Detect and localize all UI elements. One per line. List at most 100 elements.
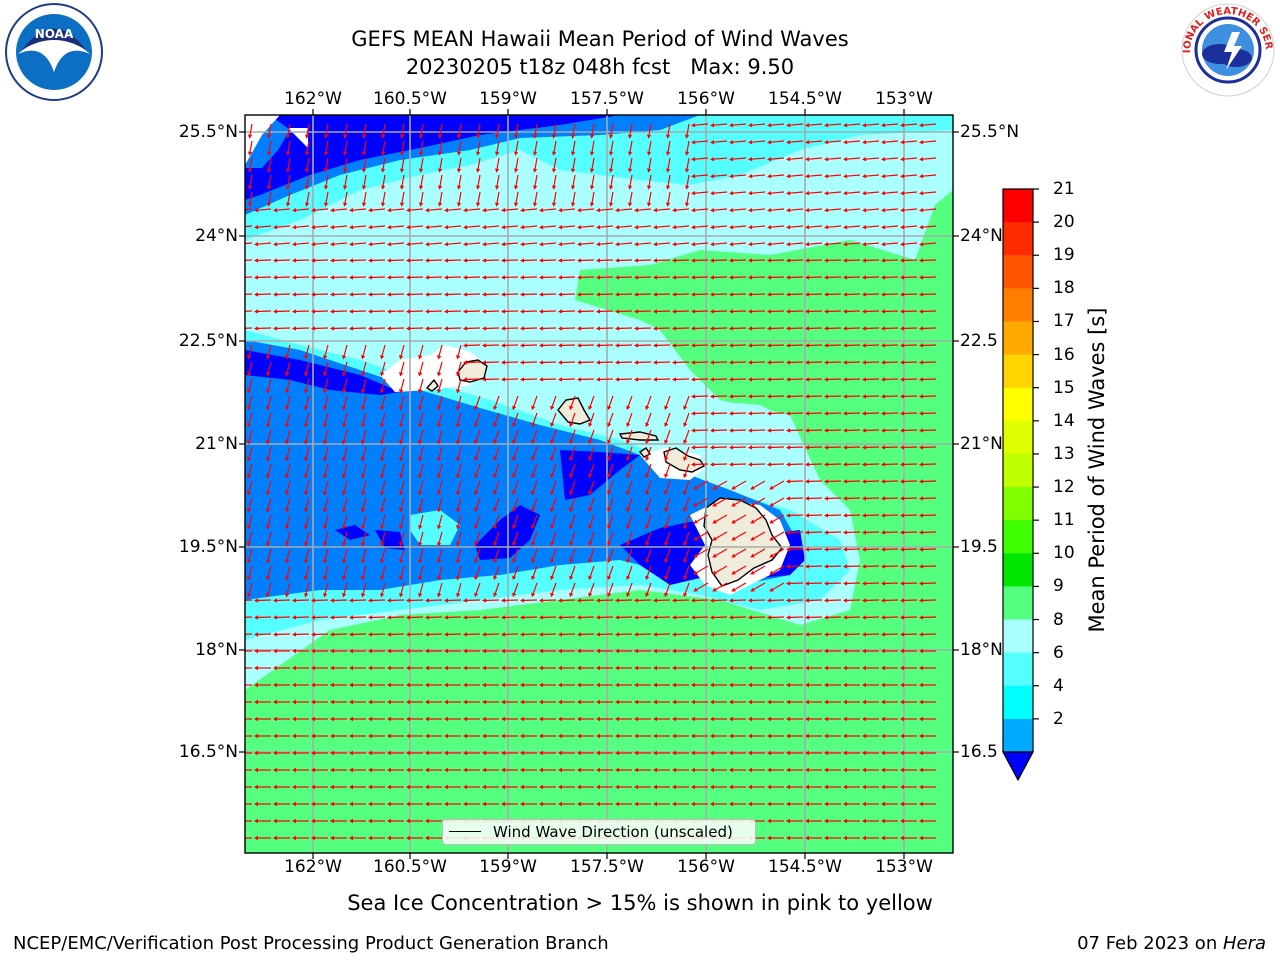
wave-direction-arrowhead bbox=[881, 750, 885, 756]
lat-tick-left: 21°N bbox=[195, 434, 238, 454]
lon-tick-top: 153°W bbox=[875, 89, 933, 109]
wave-direction-arrowhead bbox=[881, 564, 886, 569]
wave-direction-arrow bbox=[844, 582, 861, 585]
wave-direction-arrowhead bbox=[786, 224, 791, 230]
wave-direction-arrow bbox=[540, 616, 557, 619]
wave-direction-arrow bbox=[730, 344, 747, 347]
wave-direction-arrowhead bbox=[767, 173, 772, 179]
wave-direction-arrow bbox=[438, 582, 443, 596]
wave-direction-arrow bbox=[901, 548, 918, 551]
wave-direction-arrow bbox=[249, 174, 253, 188]
wave-direction-arrowhead bbox=[285, 134, 291, 139]
wave-direction-arrowhead bbox=[684, 134, 690, 139]
wave-direction-arrowhead bbox=[824, 343, 829, 348]
wave-direction-arrow bbox=[344, 123, 348, 137]
wave-direction-arrowhead bbox=[786, 682, 790, 688]
colorbar-tick-label: 11 bbox=[1053, 510, 1075, 531]
wave-direction-arrow bbox=[248, 361, 253, 375]
wave-direction-arrowhead bbox=[406, 309, 411, 314]
wave-direction-arrow bbox=[267, 548, 272, 562]
wave-direction-arrowhead bbox=[387, 258, 392, 263]
wave-direction-arrowhead bbox=[710, 445, 715, 450]
wave-direction-arrowhead bbox=[750, 587, 755, 592]
wave-direction-arrowhead bbox=[634, 733, 638, 739]
wave-direction-arrowhead bbox=[368, 224, 373, 230]
field-darkblue-mid bbox=[245, 350, 400, 395]
wave-direction-arrow bbox=[369, 310, 386, 313]
wave-direction-arrowhead bbox=[786, 428, 791, 433]
wave-direction-arrowhead bbox=[285, 559, 290, 564]
wave-direction-arrowhead bbox=[627, 185, 633, 190]
wave-direction-arrowhead bbox=[539, 207, 544, 213]
wave-direction-arrowhead bbox=[273, 615, 278, 620]
wave-direction-arrow bbox=[863, 412, 880, 415]
wave-direction-arrowhead bbox=[767, 462, 772, 467]
wave-direction-arrowhead bbox=[437, 576, 442, 581]
wave-direction-arrow bbox=[287, 140, 291, 154]
lat-tick-left: 19.5°N bbox=[178, 537, 238, 557]
wave-direction-arrow bbox=[806, 463, 823, 466]
wave-direction-arrowhead bbox=[805, 581, 810, 586]
wave-direction-arrow bbox=[465, 208, 481, 211]
wave-direction-arrow bbox=[608, 514, 614, 528]
wave-direction-arrowhead bbox=[805, 699, 809, 705]
wave-direction-arrow bbox=[825, 480, 842, 483]
wave-direction-arrowhead bbox=[843, 513, 848, 518]
wave-direction-arrowhead bbox=[919, 615, 924, 620]
wave-direction-arrowhead bbox=[342, 593, 347, 598]
wave-direction-arrow bbox=[826, 157, 842, 160]
wave-direction-arrow bbox=[477, 174, 481, 188]
wave-direction-arrowhead bbox=[824, 156, 829, 162]
wave-direction-arrow bbox=[844, 548, 861, 551]
wave-direction-arrowhead bbox=[786, 207, 791, 213]
wave-direction-arrowhead bbox=[881, 139, 886, 145]
wave-direction-arrowhead bbox=[767, 309, 772, 314]
wave-direction-arrowhead bbox=[729, 699, 733, 705]
wave-direction-arrowhead bbox=[615, 224, 620, 230]
wave-direction-arrowhead bbox=[748, 733, 752, 739]
wave-direction-arrowhead bbox=[653, 665, 657, 671]
wave-direction-arrowhead bbox=[665, 168, 671, 173]
wave-direction-arrow bbox=[331, 276, 348, 279]
wave-direction-arrowhead bbox=[900, 258, 905, 263]
wave-direction-arrowhead bbox=[425, 750, 429, 756]
wave-direction-arrow bbox=[522, 208, 538, 211]
wave-direction-arrow bbox=[381, 565, 386, 579]
wave-direction-arrowhead bbox=[824, 173, 829, 179]
wave-direction-arrow bbox=[475, 429, 481, 443]
wave-direction-arrowhead bbox=[285, 474, 290, 479]
wave-direction-arrowhead bbox=[881, 156, 886, 162]
wave-direction-arrowhead bbox=[805, 411, 810, 416]
wave-direction-arrowhead bbox=[729, 309, 734, 314]
wave-direction-arrowhead bbox=[645, 507, 650, 513]
wave-direction-arrowhead bbox=[691, 428, 696, 433]
wave-direction-arrow bbox=[381, 361, 386, 375]
wave-direction-arrow bbox=[332, 208, 348, 211]
wave-direction-arrowhead bbox=[577, 275, 582, 280]
wave-direction-arrowhead bbox=[311, 648, 315, 654]
wave-direction-arrowhead bbox=[512, 490, 517, 496]
wave-direction-arrow bbox=[532, 565, 538, 579]
wave-direction-arrowhead bbox=[292, 682, 296, 688]
wave-direction-arrowhead bbox=[444, 224, 449, 230]
wave-direction-arrow bbox=[712, 123, 728, 126]
wave-direction-arrowhead bbox=[569, 541, 574, 547]
wave-direction-arrow bbox=[806, 480, 823, 483]
wave-direction-arrowhead bbox=[919, 835, 923, 841]
wave-direction-arrowhead bbox=[551, 134, 557, 139]
wave-direction-arrowhead bbox=[425, 632, 430, 637]
wave-direction-arrowhead bbox=[824, 632, 829, 637]
wave-direction-arrow bbox=[521, 616, 538, 619]
wave-direction-arrowhead bbox=[273, 818, 277, 824]
wave-direction-arrow bbox=[788, 225, 804, 228]
wave-direction-arrowhead bbox=[881, 428, 886, 433]
wave-direction-arrow bbox=[305, 412, 310, 426]
wave-direction-arrowhead bbox=[596, 632, 601, 637]
wave-direction-arrowhead bbox=[664, 541, 669, 547]
wave-direction-arrowhead bbox=[311, 615, 316, 620]
wave-direction-arrow bbox=[268, 140, 272, 154]
wave-direction-arrowhead bbox=[862, 462, 867, 467]
wave-direction-arrow bbox=[570, 395, 576, 409]
wave-direction-arrowhead bbox=[501, 224, 506, 230]
wave-direction-arrowhead bbox=[653, 360, 658, 365]
